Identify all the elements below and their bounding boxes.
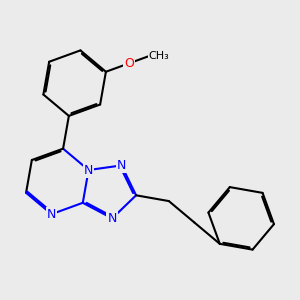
Text: CH₃: CH₃: [148, 51, 169, 62]
Text: N: N: [84, 164, 93, 176]
Text: O: O: [124, 57, 134, 70]
Text: N: N: [47, 208, 56, 221]
Text: N: N: [117, 159, 126, 172]
Text: N: N: [107, 212, 117, 225]
